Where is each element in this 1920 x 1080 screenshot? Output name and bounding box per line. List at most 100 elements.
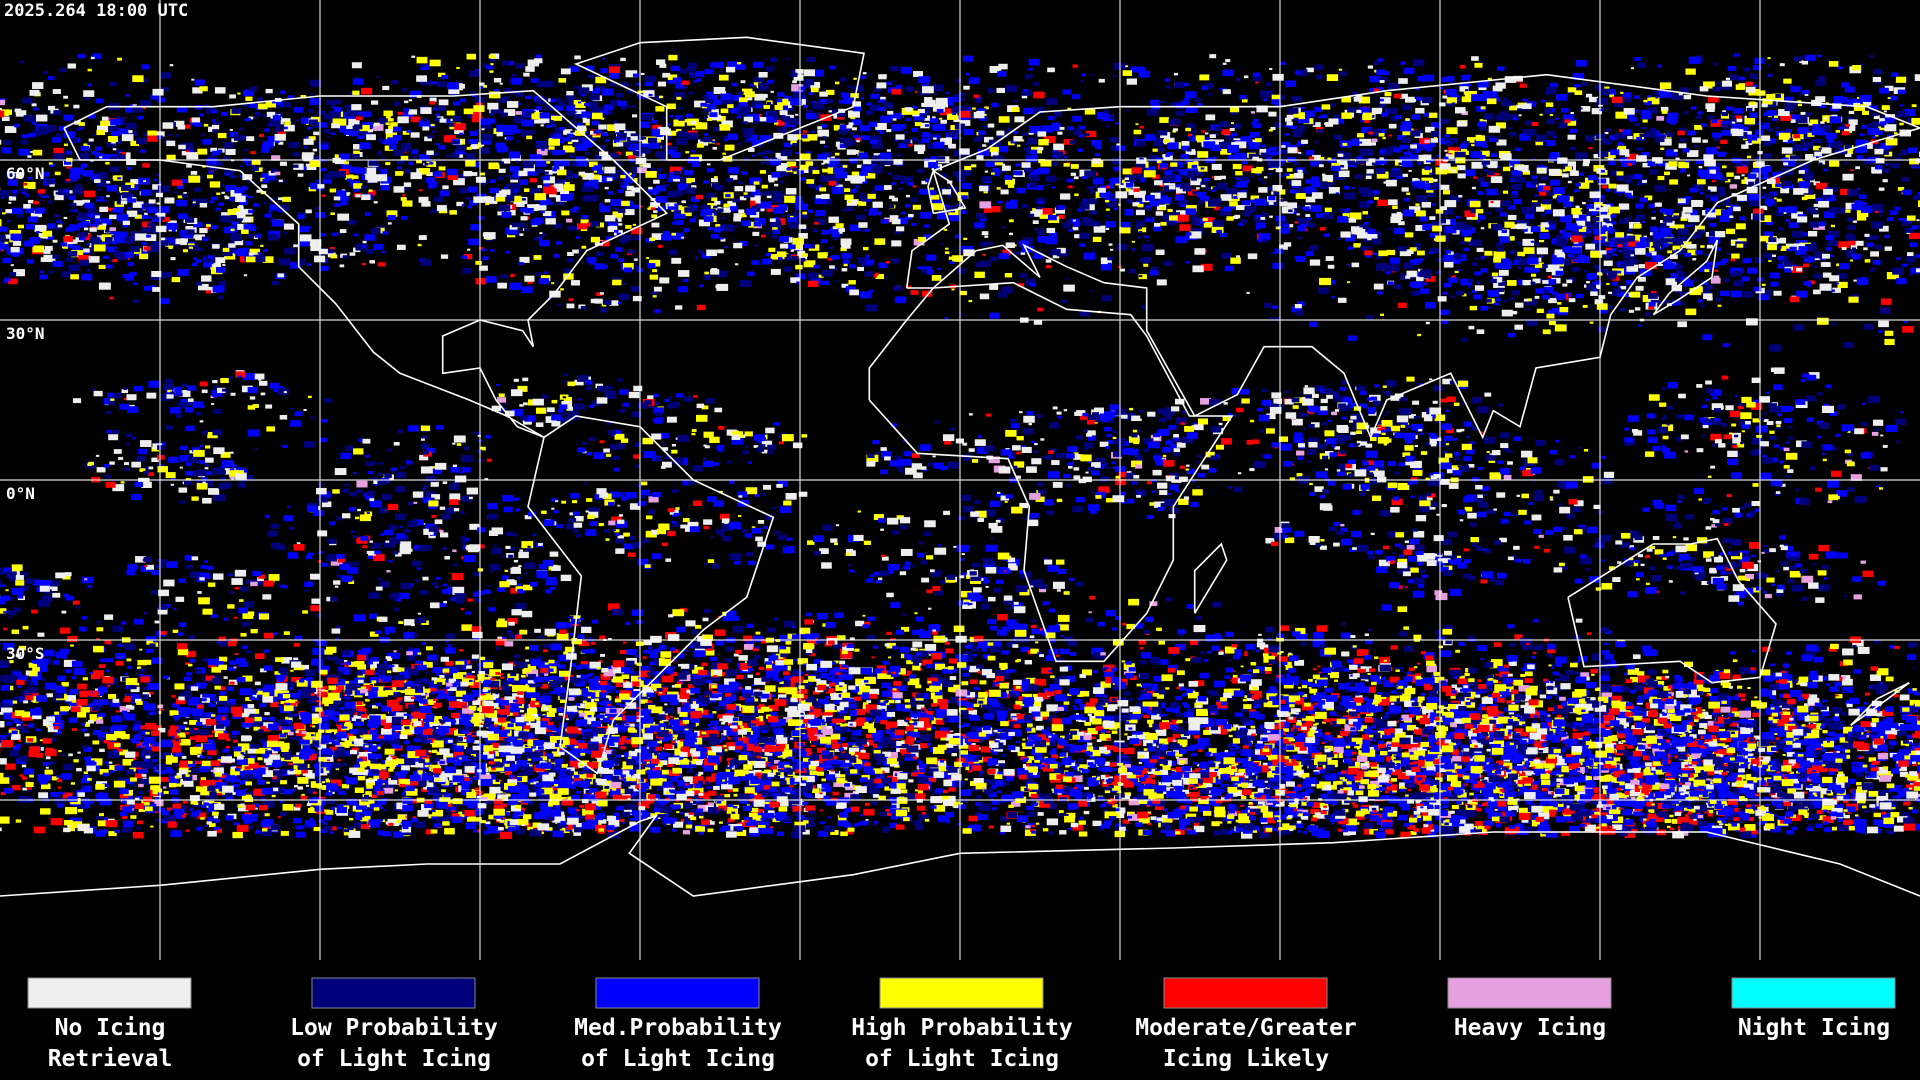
icing-pixel — [1633, 654, 1641, 659]
icing-pixel — [574, 746, 578, 749]
icing-pixel — [242, 814, 251, 819]
icing-pixel — [567, 826, 573, 830]
icing-pixel — [667, 763, 673, 767]
icing-pixel — [1197, 738, 1209, 745]
icing-pixel — [1821, 723, 1826, 726]
icing-pixel — [1229, 735, 1233, 737]
icing-pixel — [1470, 699, 1475, 702]
icing-pixel — [632, 744, 638, 748]
icing-pixel — [280, 780, 287, 784]
icing-pixel — [1064, 772, 1073, 777]
icing-pixel — [873, 824, 877, 826]
icing-pixel — [36, 728, 41, 731]
icing-pixel — [1060, 649, 1069, 654]
icing-pixel — [1385, 791, 1389, 793]
icing-pixel — [1038, 812, 1044, 816]
icing-pixel — [99, 699, 108, 705]
icing-pixel — [1375, 751, 1379, 753]
icing-pixel — [137, 667, 141, 669]
icing-pixel — [1708, 702, 1720, 709]
icing-pixel — [828, 816, 831, 818]
icing-pixel — [1344, 668, 1350, 672]
icing-pixel — [538, 714, 542, 716]
icing-pixel — [1143, 830, 1152, 835]
icing-pixel — [865, 803, 870, 806]
icing-pixel — [1177, 720, 1183, 723]
icing-pixel — [751, 808, 758, 812]
icing-pixel — [805, 674, 809, 676]
icing-pixel — [599, 636, 605, 640]
icing-pixel — [1475, 694, 1480, 697]
icing-pixel — [874, 821, 879, 824]
icing-pixel — [1604, 654, 1613, 659]
icing-pixel — [478, 803, 487, 808]
icing-pixel — [571, 763, 578, 767]
icing-pixel — [415, 821, 426, 828]
icing-pixel — [594, 698, 599, 701]
icing-pixel — [57, 676, 66, 681]
icing-pixel — [1457, 743, 1460, 745]
icing-pixel — [983, 713, 994, 719]
icing-pixel — [1741, 698, 1746, 701]
icing-pixel — [1730, 651, 1736, 654]
icing-pixel — [1260, 671, 1265, 674]
icing-pixel — [1202, 806, 1210, 811]
icing-pixel — [1005, 776, 1013, 781]
icing-pixel — [184, 722, 188, 724]
icing-pixel — [1498, 681, 1501, 683]
icing-pixel — [1325, 732, 1330, 735]
icing-pixel — [53, 660, 60, 664]
icing-pixel — [1233, 724, 1238, 727]
icing-pixel — [252, 818, 258, 822]
icing-pixel — [46, 756, 51, 759]
icing-pixel — [876, 761, 883, 765]
icing-pixel — [1640, 827, 1645, 830]
icing-pixel — [342, 763, 347, 766]
icing-pixel — [1059, 830, 1066, 834]
icing-pixel — [164, 791, 169, 794]
icing-pixel — [1891, 768, 1900, 773]
icing-pixel — [1404, 646, 1414, 652]
icing-pixel — [218, 708, 226, 713]
icing-pixel — [0, 758, 7, 764]
icing-pixel — [990, 626, 998, 631]
icing-pixel — [782, 787, 791, 793]
icing-pixel — [185, 732, 189, 735]
icing-pixel — [982, 806, 990, 811]
icing-pixel — [842, 743, 848, 747]
icing-pixel — [648, 647, 653, 650]
icing-pixel — [1168, 668, 1176, 673]
icing-pixel — [718, 685, 722, 688]
icing-pixel — [1572, 733, 1583, 739]
icing-pixel — [1352, 733, 1355, 735]
icing-pixel — [1596, 827, 1600, 829]
icing-pixel — [281, 761, 289, 766]
icing-pixel — [295, 804, 301, 808]
icing-pixel — [1406, 672, 1411, 675]
icing-pixel — [173, 715, 180, 719]
icing-pixel — [1008, 805, 1013, 808]
icing-pixel — [1838, 804, 1842, 807]
icing-pixel — [1055, 694, 1067, 701]
icing-pixel — [1230, 679, 1233, 681]
icing-pixel — [439, 761, 444, 764]
icing-pixel — [1050, 675, 1054, 678]
icing-pixel — [821, 778, 826, 781]
icing-pixel — [179, 725, 186, 729]
icing-pixel — [1046, 704, 1058, 711]
icing-pixel — [727, 822, 730, 824]
icing-pixel — [1244, 651, 1248, 653]
icing-pixel — [5, 763, 15, 769]
icing-pixel — [1604, 643, 1608, 645]
icing-pixel — [1124, 748, 1135, 755]
icing-pixel — [1173, 740, 1177, 742]
icing-pixel — [701, 663, 707, 667]
icing-pixel — [1520, 674, 1525, 677]
icing-pixel — [335, 638, 338, 640]
icing-pixel — [1494, 642, 1502, 647]
icing-pixel — [1169, 720, 1172, 722]
icing-pixel — [1651, 803, 1654, 805]
icing-pixel — [1352, 802, 1355, 804]
icing-pixel — [66, 669, 72, 673]
icing-pixel — [560, 821, 566, 825]
